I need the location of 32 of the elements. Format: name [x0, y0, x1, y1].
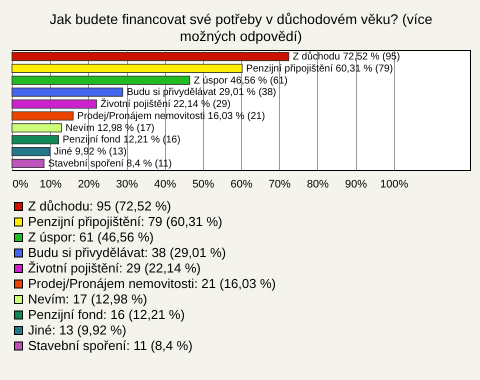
x-tick-label: 70% [268, 178, 291, 190]
x-tick-label: 80% [306, 178, 330, 190]
data-label: Z úspor 46,56 % (61) [194, 75, 288, 86]
data-label: Stavební spoření 8,4 % (11) [48, 158, 172, 170]
legend-label: Stavební spoření: 11 (8,4 %) [28, 338, 193, 353]
legend-label: Jiné: 13 (9,92 %) [28, 322, 126, 338]
legend-label: Životní pojištění: 29 (22,14 %) [28, 260, 201, 276]
legend-label: Budu si přivydělávat: 38 (29,01 %) [28, 245, 226, 260]
x-tick-label: 100% [380, 178, 408, 190]
legend-label: Penzijní fond: 16 (12,21 %) [28, 307, 185, 322]
data-label: Budu si přivydělávat 29,01 % (38) [126, 87, 276, 98]
legend-label: Penzijní připojištění: 79 (60,31 %) [28, 214, 222, 229]
legend-label: Prodej/Pronájem nemovitosti: 21 (16,03 %) [28, 276, 276, 291]
legend-label: Z úspor: 61 (46,56 %) [28, 230, 154, 244]
x-tick-label: 20% [78, 178, 100, 190]
x-tick-label: 60% [230, 178, 253, 190]
legend-label: Nevím: 17 (12,98 %) [28, 292, 148, 306]
data-label: Prodej/Pronájem nemovitosti 16,03 % (21) [77, 110, 266, 122]
data-label: Životní pojištění 22,14 % (29) [100, 98, 231, 110]
data-label: Penzijní fond 12,21 % (16) [62, 134, 180, 146]
x-tick-label: 10% [40, 178, 62, 190]
data-label: Z důchodu 72,52 % (95) [292, 50, 400, 63]
data-label: Nevím 12,98 % (17) [66, 122, 154, 134]
x-tick-label: 0% [12, 178, 29, 190]
chart-title: Jak budete financovat své potřeby v důchodovém věku? (více možných odpovědí) [50, 11, 433, 44]
x-tick-label: 40% [154, 178, 176, 190]
x-tick-label: 50% [192, 178, 215, 190]
legend-label: Z důchodu: 95 (72,52 %) [28, 198, 172, 214]
data-label: Jiné 9,92 % (13) [54, 146, 127, 158]
data-label: Penzijní připojištění 60,31 % (79) [246, 63, 393, 74]
x-tick-label: 30% [116, 178, 138, 190]
x-tick-label: 90% [344, 178, 368, 190]
